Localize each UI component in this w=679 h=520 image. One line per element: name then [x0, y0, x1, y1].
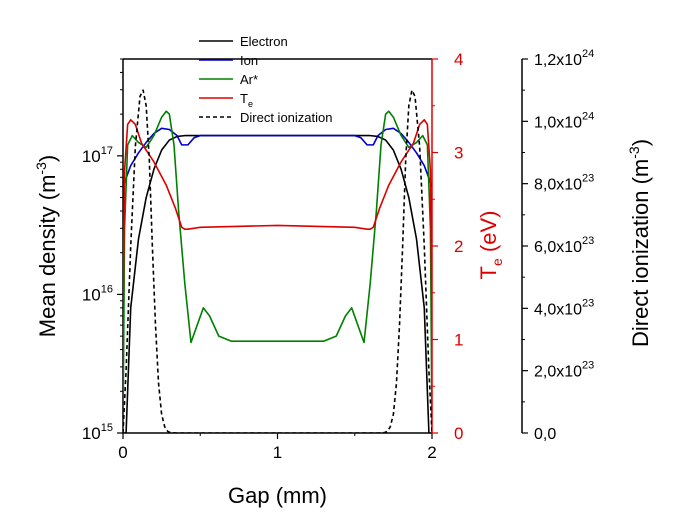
- left-tick-label: 1015: [82, 422, 113, 443]
- te-tick-label: 3: [454, 144, 463, 163]
- axes-layer: 0 1 2 1015 1016 1017 0 1 2 3 4 0,0 2,0x1023 4,0x1023 6…: [82, 48, 594, 462]
- legend-label: Direct ionization: [240, 110, 333, 125]
- legend-label: Ar*: [240, 72, 258, 87]
- axis-labels: Gap (mm) Mean density (m-3) Te (eV) Direct …: [33, 139, 653, 508]
- te-tick-label: 1: [454, 331, 463, 350]
- x-tick-label: 0: [118, 443, 127, 462]
- ionization-tick-label: 6,0x1023: [534, 235, 594, 256]
- left-axis-label: Mean density (m-3): [33, 155, 60, 337]
- ionization-tick-label: 1,0x1024: [534, 110, 594, 131]
- left-tick-label: 1016: [82, 283, 113, 304]
- series-line-t: [123, 118, 432, 321]
- x-tick-label: 2: [427, 443, 436, 462]
- ionization-tick-label: 4,0x1023: [534, 297, 594, 318]
- series-line-direct-ionization: [123, 89, 432, 433]
- series-layer: [123, 89, 432, 433]
- x-axis-label: Gap (mm): [228, 483, 327, 508]
- legend-label: Ion: [240, 53, 258, 68]
- legend-label: Electron: [240, 34, 288, 49]
- ionization-axis-label: Direct ionization (m-3): [626, 139, 653, 347]
- te-axis-label: Te (eV): [476, 211, 505, 280]
- ionization-tick-label: 1,2x1024: [534, 48, 594, 69]
- legend-label: Te: [240, 91, 253, 109]
- ionization-tick-label: 2,0x1023: [534, 360, 594, 381]
- te-tick-label: 2: [454, 237, 463, 256]
- te-tick-label: 0: [454, 424, 463, 443]
- left-tick-label: 1017: [82, 145, 113, 166]
- series-line-ion: [123, 127, 432, 187]
- ionization-tick-label: 8,0x1023: [534, 173, 594, 194]
- x-tick-label: 1: [273, 443, 282, 462]
- te-tick-label: 4: [454, 50, 463, 69]
- series-line-electron: [123, 134, 432, 433]
- series-line-ar: [123, 110, 432, 433]
- ionization-tick-label: 0,0: [534, 426, 556, 443]
